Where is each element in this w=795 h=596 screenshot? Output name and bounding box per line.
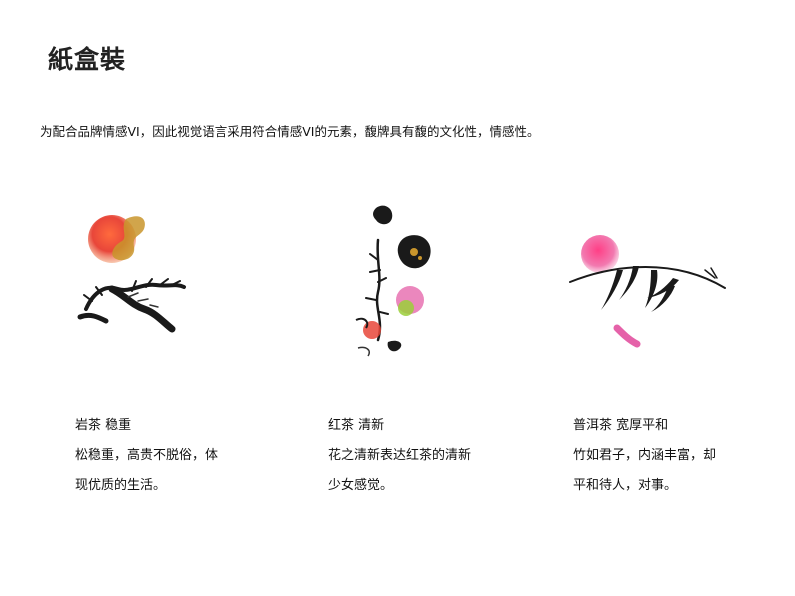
caption-line: 少女感觉。 <box>328 478 394 493</box>
bamboo-and-pink-sun-illustration <box>565 230 730 360</box>
caption-yancha: 岩茶 稳重 松稳重，高贵不脱俗，体 现优质的生活。 <box>75 411 218 501</box>
caption-heading: 普洱茶 宽厚平和 <box>573 418 669 433</box>
caption-heading: 岩茶 稳重 <box>75 418 132 433</box>
caption-line: 现优质的生活。 <box>75 478 167 493</box>
caption-line: 平和待人，对事。 <box>573 478 678 493</box>
caption-line: 竹如君子，内涵丰富，却 <box>573 448 717 463</box>
flower-branch-illustration <box>348 200 438 360</box>
pine-and-sun-illustration <box>72 205 192 345</box>
caption-puer: 普洱茶 宽厚平和 竹如君子，内涵丰富，却 平和待人，对事。 <box>573 411 716 501</box>
caption-line: 花之清新表达红茶的清新 <box>328 448 472 463</box>
intro-text: 为配合品牌情感VI，因此视觉语言采用符合情感VI的元素，馥牌具有馥的文化性，情感… <box>40 124 540 139</box>
caption-hongcha: 红茶 清新 花之清新表达红茶的清新 少女感觉。 <box>328 411 471 501</box>
caption-line: 松稳重，高贵不脱俗，体 <box>75 448 219 463</box>
page-title: 紙盒裝 <box>48 45 127 74</box>
caption-heading: 红茶 清新 <box>328 418 385 433</box>
